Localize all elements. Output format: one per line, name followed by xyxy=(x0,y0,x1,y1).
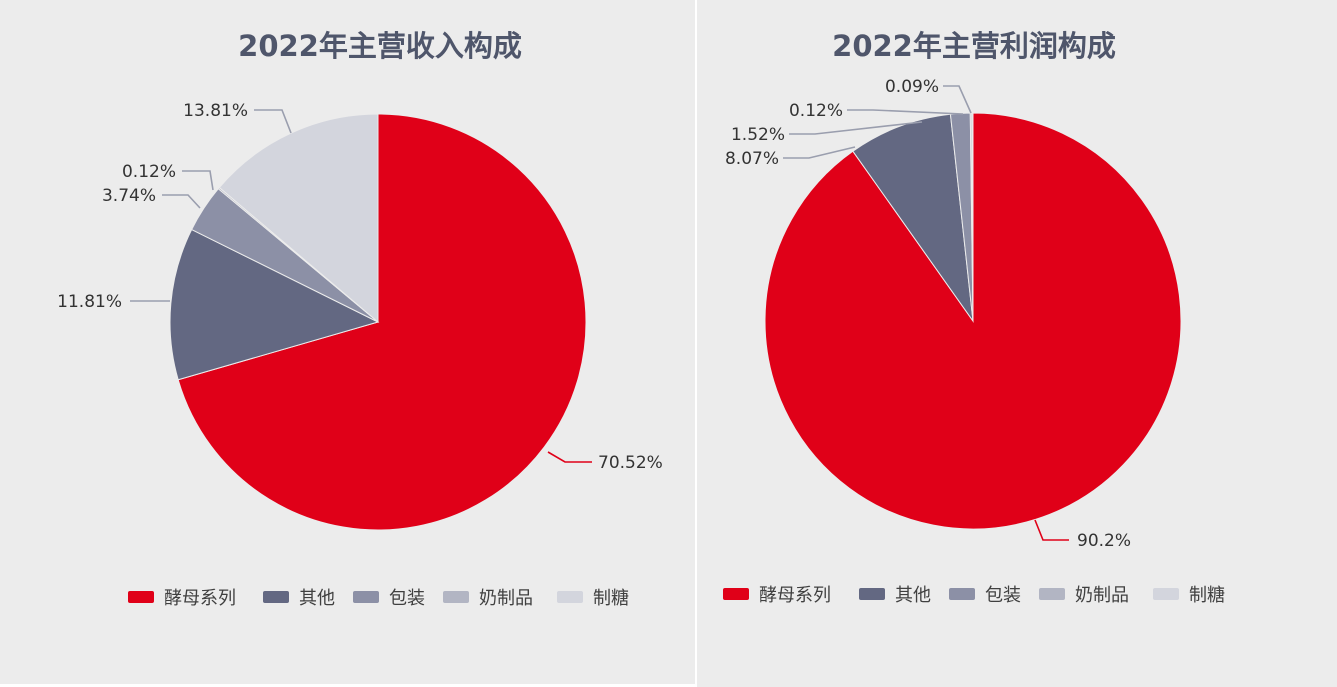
data-label-2: 1.52% xyxy=(731,125,785,145)
legend-label-4: 制糖 xyxy=(593,588,629,609)
legend-label-2: 包装 xyxy=(389,588,425,609)
data-label-1: 11.81% xyxy=(57,292,122,312)
legend-swatch-0 xyxy=(128,591,154,603)
data-label-4: 13.81% xyxy=(183,101,248,121)
pie-slice-1 xyxy=(169,228,380,381)
pie-slices xyxy=(169,113,587,531)
legend-swatch-4 xyxy=(557,591,583,603)
pie-slices xyxy=(764,112,1182,530)
data-label-1: 8.07% xyxy=(725,149,779,169)
leader-line-4 xyxy=(254,109,292,134)
legend-swatch-3 xyxy=(1039,588,1065,600)
pie-slice-4 xyxy=(971,112,974,322)
legend-label-0: 酵母系列 xyxy=(759,585,831,606)
revenue-pie-chart: 2022年主营收入构成 70.52% 11.81% 3.74% 0.12% 13.81% 酵… xyxy=(57,29,663,609)
leader-line-3 xyxy=(182,170,214,191)
data-label-3: 0.12% xyxy=(122,162,176,182)
legend-label-2: 包装 xyxy=(985,585,1021,606)
legend-swatch-4 xyxy=(1153,588,1179,600)
leader-line-2 xyxy=(789,121,923,135)
legend-label-3: 奶制品 xyxy=(1075,585,1129,606)
legend-swatch-2 xyxy=(949,588,975,600)
legend-swatch-0 xyxy=(723,588,749,600)
profit-pie-chart: 2022年主营利润构成 90.2% 8.07% 1.52%0.12% 0.09% 酵母系列… xyxy=(723,29,1225,606)
legend-swatch-3 xyxy=(443,591,469,603)
legend-swatch-2 xyxy=(353,591,379,603)
leader-line-1 xyxy=(783,146,856,159)
pie-slice-4 xyxy=(218,113,379,324)
data-label-0: 70.52% xyxy=(598,453,663,473)
data-label-4: 0.09% xyxy=(885,77,939,97)
data-label-0: 90.2% xyxy=(1077,531,1131,551)
leader-line-2 xyxy=(162,194,201,209)
legend-label-1: 其他 xyxy=(299,588,335,609)
legend-swatch-1 xyxy=(859,588,885,600)
chart-title: 2022年主营收入构成 xyxy=(238,29,522,63)
leader-line-3 xyxy=(847,109,964,115)
leader-line-0 xyxy=(547,451,592,463)
legend-label-0: 酵母系列 xyxy=(164,588,236,609)
pie-slice-0 xyxy=(177,113,587,531)
legend-label-3: 奶制品 xyxy=(479,588,533,609)
data-label-3: 0.12% xyxy=(789,101,843,121)
legend-label-4: 制糖 xyxy=(1189,585,1225,606)
legend-swatch-1 xyxy=(263,591,289,603)
revenue-chart-panel: 2022年主营收入构成 70.52% 11.81% 3.74% 0.12% 13.81% 酵… xyxy=(0,0,695,684)
data-label-2: 3.74% xyxy=(102,186,156,206)
chart-title: 2022年主营利润构成 xyxy=(832,29,1116,63)
leader-line-0 xyxy=(1034,519,1069,541)
leader-line-4 xyxy=(943,85,972,114)
legend-label-1: 其他 xyxy=(895,585,931,606)
pie-slice-1 xyxy=(852,113,974,323)
profit-chart-panel: 2022年主营利润构成 90.2% 8.07% 1.52% 0.12% 0.09% 酵母系列… xyxy=(697,0,1337,687)
